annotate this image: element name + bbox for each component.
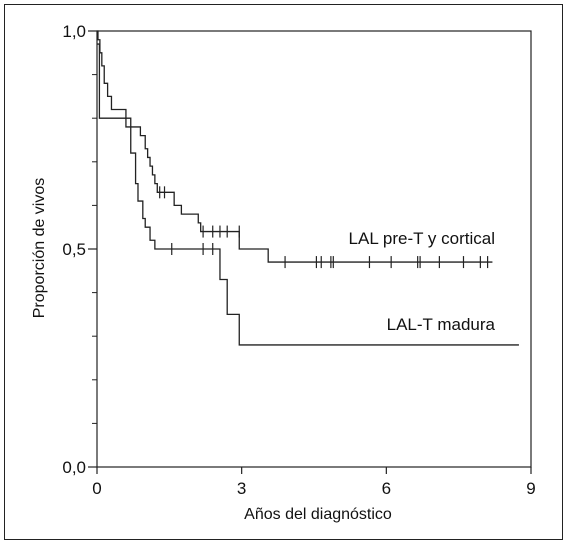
x-tick-label: 3 (237, 479, 246, 498)
survival-curve-pre-t-cortical (97, 30, 493, 263)
survival-curve-t-madura (97, 43, 519, 346)
y-axis-title: Proporción de vivos (31, 178, 48, 319)
y-tick-label: 0,5 (62, 240, 86, 259)
series-layer (97, 30, 519, 346)
x-tick-label: 6 (382, 479, 391, 498)
series-label-pre-t: LAL pre-T y cortical (349, 229, 495, 248)
x-tick-label: 0 (92, 479, 101, 498)
ticks: 0 3 6 9 0,0 0,5 1,0 (62, 22, 535, 498)
y-tick-label: 1,0 (62, 22, 86, 41)
series-label-t-madura: LAL-T madura (387, 315, 496, 334)
x-axis-title: Años del diagnóstico (244, 506, 392, 523)
x-tick-label: 9 (526, 479, 535, 498)
chart-frame (4, 4, 563, 540)
y-tick-label: 0,0 (62, 458, 86, 477)
